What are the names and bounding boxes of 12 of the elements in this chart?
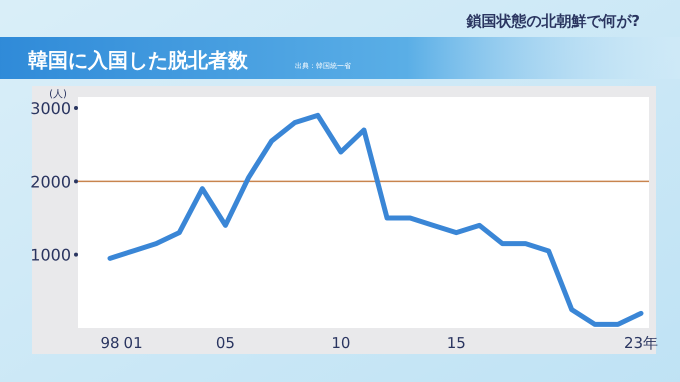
y-axis-title: (人) xyxy=(49,89,67,100)
x-tick-label: 15 xyxy=(446,334,466,352)
x-tick-label: 23年 xyxy=(624,334,658,352)
x-tick-label: 98 xyxy=(100,334,120,352)
y-tick-label: 1000 xyxy=(30,246,71,265)
chart-title: 韓国に入国した脱北者数 xyxy=(28,48,249,72)
x-tick-label: 10 xyxy=(331,334,350,352)
chart-subtitle: 鎖国状態の北朝鮮で何が? xyxy=(465,12,640,30)
x-tick-label: 01 xyxy=(124,334,143,352)
y-tick-label: 3000 xyxy=(30,99,71,118)
y-tick-label: 2000 xyxy=(30,172,71,192)
x-tick-label: 05 xyxy=(216,334,235,352)
